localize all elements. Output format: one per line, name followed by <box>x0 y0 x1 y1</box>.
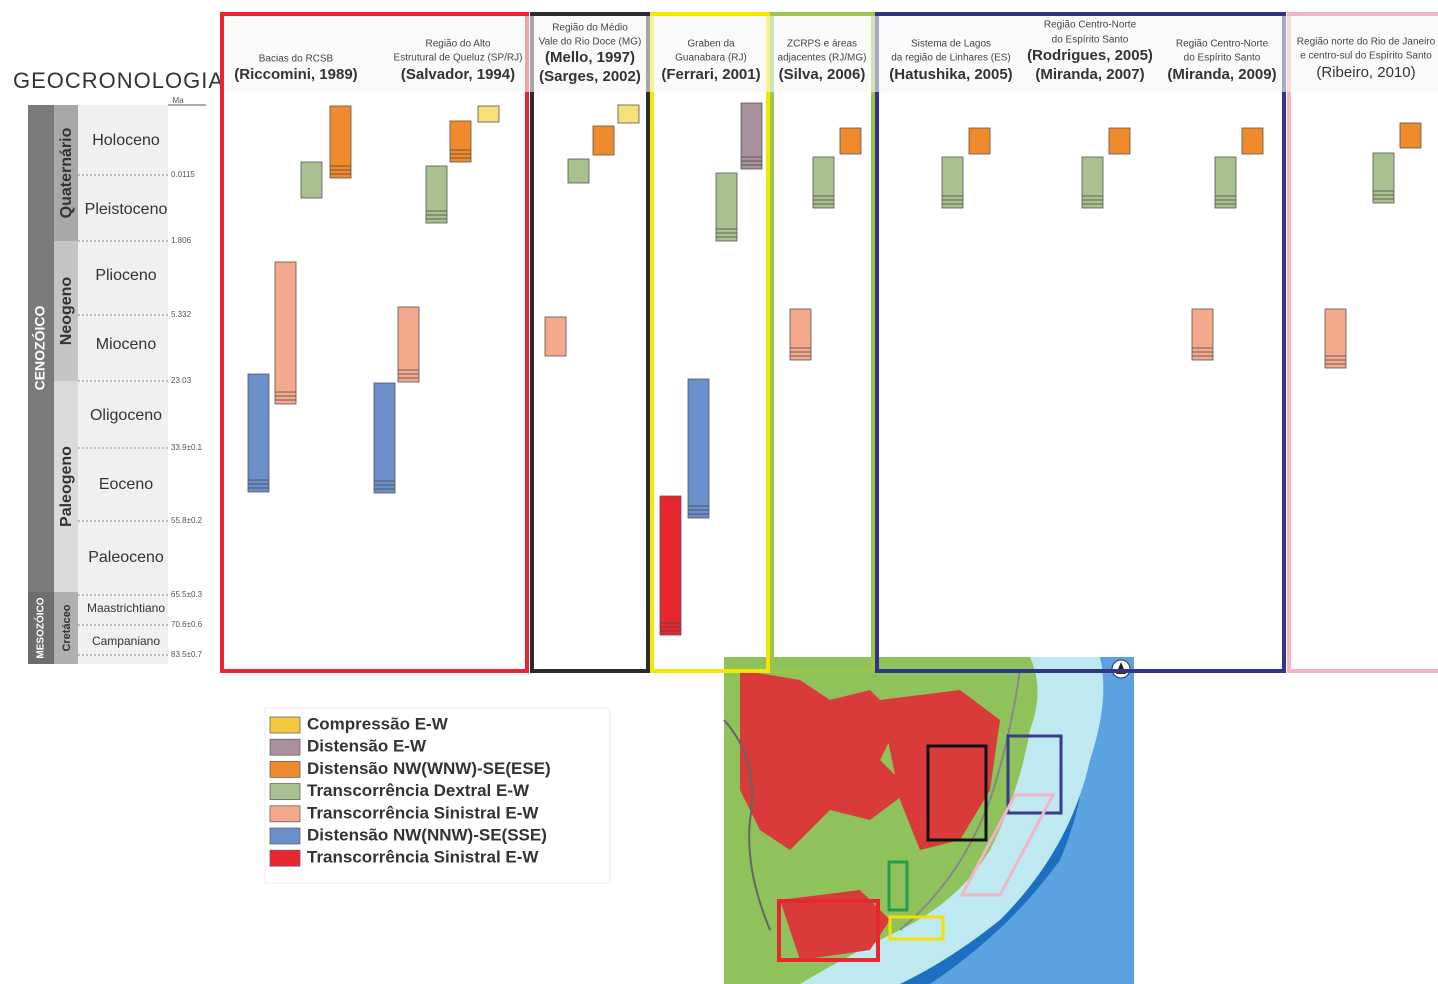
interval-bar <box>1373 153 1394 203</box>
interval-bar <box>426 166 447 223</box>
age-label: 65.5±0.3 <box>171 590 203 599</box>
legend-swatch <box>270 806 300 822</box>
study-region: adjacentes (RJ/MG) <box>778 53 867 64</box>
age-label: 83.5±0.7 <box>171 650 203 659</box>
epoch-column <box>78 105 168 664</box>
epoch-label: Holoceno <box>92 132 160 149</box>
interval-bar <box>301 162 322 198</box>
legend-swatch <box>270 784 300 800</box>
interval-bar <box>374 383 395 493</box>
unit: Ma <box>172 96 184 105</box>
study-citation: (Hatushika, 2005) <box>889 66 1012 83</box>
study-region: ZCRPS e áreas <box>787 39 857 50</box>
period-label: Neogeno <box>58 277 75 346</box>
study-citation: (Riccomini, 1989) <box>234 66 357 83</box>
legend-label: Distensão E-W <box>307 737 427 756</box>
study-region: Região Centro-Norte <box>1044 20 1137 31</box>
legend-swatch <box>270 850 300 866</box>
interval-bar <box>1242 128 1263 154</box>
interval-bar <box>248 374 269 492</box>
legend-swatch <box>270 739 300 755</box>
age-label: 70.6±0.6 <box>171 620 203 629</box>
age-label: 5.332 <box>171 310 192 319</box>
study-citation: (Miranda, 2007) <box>1035 66 1144 83</box>
group-frame <box>772 14 873 671</box>
legend-swatch <box>270 828 300 844</box>
interval-bar <box>840 128 861 154</box>
interval-bar <box>1325 309 1346 368</box>
epoch-label: Mioceno <box>96 336 157 353</box>
legend-label: Transcorrência Sinistral E-W <box>307 848 539 867</box>
study-region: Região do Alto <box>425 39 490 50</box>
interval-bar <box>618 105 639 123</box>
study-citation: (Rodrigues, 2005) <box>1027 47 1153 64</box>
era-label: MESOZÓICO <box>34 597 47 658</box>
study-citation: (Sarges, 2002) <box>539 68 641 85</box>
group-frame <box>1289 14 1438 671</box>
period-label: Quaternário <box>58 127 75 218</box>
group-frame <box>877 14 1284 671</box>
diagram: GEOCRONOLOGIA Ma CENOZÓICO MESOZÓICO Quate… <box>0 0 1438 984</box>
study-citation: (Mello, 1997) <box>545 49 635 66</box>
title: GEOCRONOLOGIA <box>13 68 224 93</box>
study-citation: (Miranda, 2009) <box>1167 66 1276 83</box>
legend-label: Transcorrência Dextral E-W <box>307 781 530 800</box>
era-label: CENOZÓICO <box>31 306 48 391</box>
age-label: 0.0115 <box>171 170 195 179</box>
legend-swatch <box>270 761 300 777</box>
study-region: da região de Linhares (ES) <box>891 53 1011 64</box>
interval-bar <box>330 106 351 178</box>
study-region: Guanabara (RJ) <box>675 53 747 64</box>
study-citation: (Silva, 2006) <box>779 66 866 83</box>
interval-bar <box>275 262 296 404</box>
study-region: Região Centro-Norte <box>1176 39 1269 50</box>
legend-swatch <box>270 717 300 733</box>
interval-bar <box>741 103 762 169</box>
epoch-label: Maastrichtiano <box>87 601 165 615</box>
interval-bar <box>398 307 419 382</box>
interval-bar <box>969 128 990 154</box>
study-region: do Espírito Santo <box>1184 53 1261 64</box>
interval-bar <box>450 121 471 162</box>
study-region: Vale do Rio Doce (MG) <box>539 37 642 48</box>
legend-label: Distensão NW(NNW)-SE(SSE) <box>307 825 547 844</box>
interval-bar <box>478 106 499 122</box>
interval-bar <box>593 126 614 155</box>
interval-bar <box>1400 123 1421 148</box>
age-label: 1.806 <box>171 236 192 245</box>
interval-bar <box>688 379 709 518</box>
epoch-label: Plioceno <box>95 267 156 284</box>
study-citation: (Salvador, 1994) <box>401 66 515 83</box>
interval-bar <box>568 159 589 183</box>
legend-label: Compressão E-W <box>307 714 449 733</box>
study-region: Região norte do Rio de Janeiro <box>1297 37 1436 48</box>
study-citation: (Ribeiro, 2010) <box>1316 64 1415 81</box>
age-label: 33.9±0.1 <box>171 443 203 452</box>
study-region: Graben da <box>687 39 735 50</box>
map <box>724 657 1134 984</box>
epoch-label: Pleistoceno <box>85 201 168 218</box>
interval-bar <box>716 173 737 241</box>
study-region: Região do Médio <box>552 23 628 34</box>
epoch-label: Paleoceno <box>88 549 164 566</box>
study-region: e centro-sul do Espírito Santo <box>1300 51 1432 62</box>
study-region: do Espírito Santo <box>1052 35 1129 46</box>
interval-bar <box>545 317 566 356</box>
interval-bar <box>1109 128 1130 154</box>
interval-bar <box>660 496 681 635</box>
study-region: Bacias do RCSB <box>259 54 334 65</box>
age-label: 23.03 <box>171 376 192 385</box>
legend-label: Transcorrência Sinistral E-W <box>307 803 539 822</box>
epoch-label: Eoceno <box>99 476 153 493</box>
epoch-label: Campaniano <box>92 634 160 648</box>
epoch-label: Oligoceno <box>90 407 162 424</box>
study-region: Estrutural de Queluz (SP/RJ) <box>394 53 523 64</box>
study-region: Sistema de Lagos <box>911 39 991 50</box>
age-label: 55.8±0.2 <box>171 516 203 525</box>
period-label: Paleogeno <box>58 446 75 527</box>
study-citation: (Ferrari, 2001) <box>661 66 760 83</box>
period-label: Cretáceo <box>61 604 73 651</box>
legend-label: Distensão NW(WNW)-SE(ESE) <box>307 759 551 778</box>
